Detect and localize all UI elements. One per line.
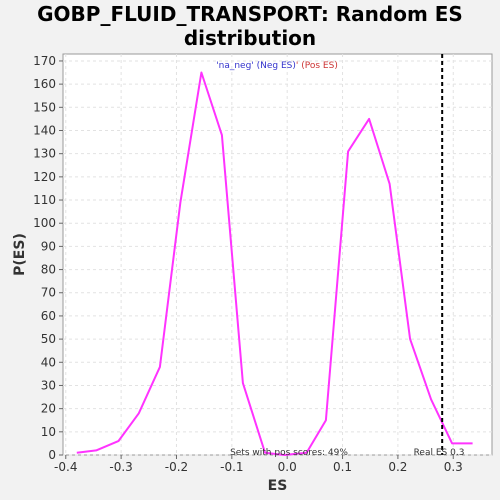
legend-neg: 'na_neg' (Neg ES) (216, 61, 296, 71)
y-tick-label: 40 (41, 355, 56, 369)
es-series-line (76, 71, 473, 456)
x-tick-label: 0.0 (278, 460, 297, 474)
y-tick-label: 50 (41, 332, 56, 346)
legend: 'na_neg' (Neg ES)' (Pos ES) (216, 61, 338, 71)
x-tick-label: 0.2 (388, 460, 407, 474)
y-tick-label: 160 (33, 77, 56, 91)
y-tick-label: 90 (41, 239, 56, 253)
x-tick-label: -0.1 (220, 460, 243, 474)
y-tick-label: 70 (41, 286, 56, 300)
chart-title: GOBP_FLUID_TRANSPORT: Random ES distribu… (0, 2, 500, 50)
x-axis-ticks: -0.4 -0.3 -0.2 -0.1 0.0 0.1 0.2 0.3 (54, 455, 463, 474)
y-axis-title: P(ES) (12, 233, 28, 276)
chart-title-line1: GOBP_FLUID_TRANSPORT: Random ES (37, 2, 463, 26)
y-tick-label: 150 (33, 100, 56, 114)
y-axis-ticks: 0 10 20 30 40 50 60 70 80 90 100 110 120 130 140 150 160… (33, 54, 63, 462)
y-tick-label: 80 (41, 263, 56, 277)
y-tick-label: 120 (33, 170, 56, 184)
y-tick-label: 140 (33, 123, 56, 137)
x-axis-title: ES (268, 478, 288, 494)
plot-area (62, 53, 493, 456)
x-tick-label: 0.1 (333, 460, 352, 474)
y-tick-label: 30 (41, 378, 56, 392)
y-tick-label: 100 (33, 216, 56, 230)
legend-pos: (Pos ES) (298, 61, 337, 71)
x-tick-label: -0.4 (54, 460, 77, 474)
series-layer (76, 71, 473, 456)
x-tick-label: -0.3 (109, 460, 132, 474)
y-tick-label: 110 (33, 193, 56, 207)
y-tick-label: 20 (41, 402, 56, 416)
real-es-label: Real ES 0.3 (414, 448, 465, 458)
chart-title-line2: distribution (183, 26, 317, 50)
x-tick-label: -0.2 (165, 460, 188, 474)
y-tick-label: 10 (41, 425, 56, 439)
y-tick-label: 60 (41, 309, 56, 323)
legend-sep: ' (296, 61, 298, 71)
y-tick-label: 0 (48, 448, 56, 462)
y-tick-label: 170 (33, 54, 56, 68)
x-tick-label: 0.3 (444, 460, 463, 474)
y-tick-label: 130 (33, 147, 56, 161)
pos-scores-label: Sets with pos scores: 49% (230, 448, 348, 458)
